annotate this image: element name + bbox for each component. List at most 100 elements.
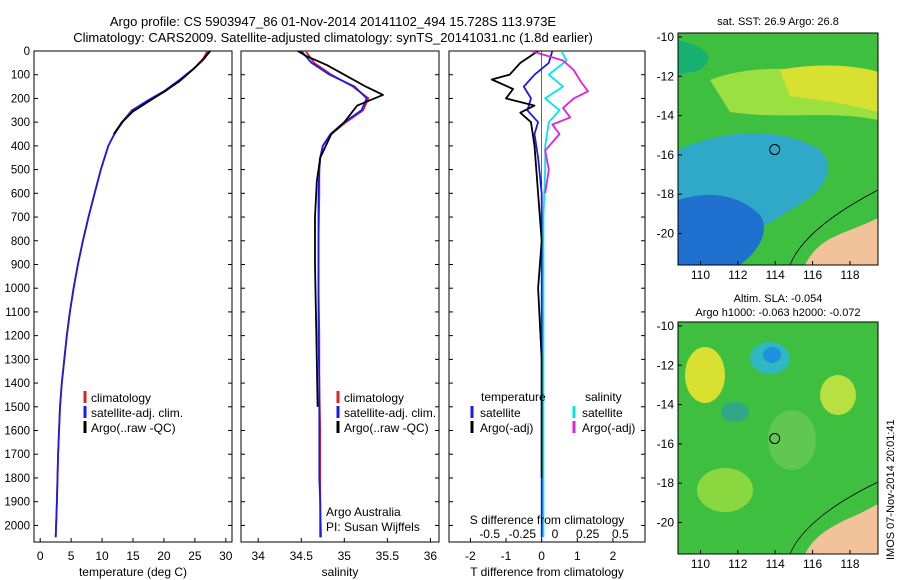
x-tick-label: 0: [37, 549, 44, 563]
depth-tick-label: 700: [11, 212, 30, 224]
top-tick-label: -0.25: [509, 527, 537, 541]
sla-map-subtitle: Argo h1000: -0.063 h2000: -0.072: [695, 307, 860, 319]
series-line: [542, 51, 568, 538]
sla-map-frame: [677, 321, 879, 555]
series-line: [297, 51, 384, 407]
x-tick-label: -2: [465, 549, 476, 563]
sla-land: [805, 504, 878, 554]
legend-label-satellite: satellite-adj. clim.: [91, 406, 183, 420]
temperature-series: [54, 51, 211, 538]
depth-tick-label: 1900: [4, 497, 30, 509]
legend-label-sal-satellite: satellite: [582, 406, 623, 420]
sst-land: [805, 218, 878, 265]
map-y-tick-label: -14: [657, 398, 675, 412]
series-line: [54, 51, 209, 538]
temperature-x-label: temperature (deg C): [79, 565, 187, 579]
depth-tick-label: 1100: [5, 307, 30, 319]
x-tick-label: 35.5: [376, 549, 400, 563]
depth-tick-label: 1400: [4, 378, 30, 390]
legend-label-climatology: climatology: [344, 391, 404, 405]
sla-low-core: [763, 347, 781, 363]
sla-high-west: [685, 347, 725, 403]
series-line: [54, 51, 210, 538]
map-x-tick-label: 116: [803, 557, 822, 571]
depth-tick-label: 0: [24, 46, 30, 58]
map-x-tick-label: 112: [728, 268, 747, 282]
legend-title-salinity: salinity: [585, 390, 622, 404]
sla-high-east: [820, 375, 856, 415]
salinity-annotation-line1: Argo Australia: [326, 505, 401, 519]
depth-tick-label: 300: [11, 117, 30, 129]
legend-label-climatology: climatology: [91, 391, 151, 405]
difference-legend: temperature salinity satellite Argo(-adj…: [470, 390, 635, 435]
map-y-tick-label: -18: [657, 476, 675, 490]
sla-high-south: [697, 468, 753, 512]
depth-tick-label: 800: [11, 236, 30, 248]
map-x-tick-label: 110: [691, 268, 710, 282]
depth-tick-label: 500: [11, 165, 30, 177]
map-y-tick-label: -20: [657, 516, 675, 530]
series-line: [490, 51, 543, 478]
map-y-tick-label: -16: [657, 148, 675, 162]
salinity-x-axis: 34 34.5 35 35.5 36: [252, 538, 438, 563]
top-tick-label: 0.5: [612, 527, 629, 541]
top-tick-label: 0: [552, 527, 559, 541]
legend-label-sal-argo: Argo(-adj): [582, 421, 635, 435]
figure-title-line2: Climatology: CARS2009. Satellite-adjuste…: [73, 30, 593, 45]
map-x-tick-label: 114: [766, 557, 785, 571]
map-y-tick-label: -12: [657, 358, 675, 372]
legend-label-satellite: satellite-adj. clim.: [344, 406, 436, 420]
x-tick-label: 34.5: [290, 549, 314, 563]
sla-low-west: [721, 402, 749, 422]
depth-tick-label: 900: [11, 259, 30, 271]
depth-tick-label: 200: [11, 93, 30, 105]
series-line: [522, 51, 554, 538]
legend-label-temp-argo: Argo(-adj): [480, 421, 533, 435]
sla-map-title: Altim. SLA: -0.054: [734, 293, 823, 305]
depth-axis: 0 100 200 300 400 500 600 700 800 900 1000 1100 1200…: [4, 46, 645, 532]
argo-location-marker: [769, 144, 781, 156]
difference-series: [490, 51, 589, 538]
depth-tick-label: 100: [11, 70, 30, 82]
x-tick-label: 34: [252, 549, 266, 563]
difference-top-label: S difference from climatology: [470, 513, 625, 527]
series-line: [300, 51, 368, 538]
legend-label-argo: Argo(..raw -QC): [91, 421, 176, 435]
map-y-tick-label: -12: [657, 69, 675, 83]
map-y-tick-label: -20: [657, 227, 675, 241]
x-tick-label: 25: [188, 549, 202, 563]
depth-tick-label: 1700: [4, 449, 30, 461]
x-tick-label: 5: [68, 549, 75, 563]
sla-map-axes: 110 112 114 116 118 -10 -12 -14 -16 -18 -20: [657, 319, 860, 571]
figure-title-line1: Argo profile: CS 5903947_86 01-Nov-2014 …: [110, 14, 557, 29]
map-x-tick-label: 116: [803, 268, 822, 282]
x-tick-label: -1: [501, 549, 512, 563]
depth-tick-label: 1200: [4, 331, 30, 343]
temperature-plot-frame: [33, 50, 233, 543]
map-y-tick-label: -16: [657, 437, 675, 451]
depth-tick-label: 400: [11, 141, 30, 153]
salinity-plot-frame: [240, 50, 440, 543]
legend-label-temp-satellite: satellite: [480, 406, 521, 420]
map-y-tick-label: -10: [657, 319, 675, 333]
sst-heatmap: [678, 33, 878, 265]
depth-tick-label: 1300: [4, 354, 30, 366]
difference-plot-frame: [448, 50, 646, 543]
x-tick-label: 30: [219, 549, 233, 563]
map-y-tick-label: -14: [657, 109, 675, 123]
salinity-x-label: salinity: [322, 565, 359, 579]
sla-contour: [789, 481, 878, 554]
sst-contour: [789, 189, 878, 265]
x-tick-label: 36: [424, 549, 438, 563]
depth-tick-label: 1600: [4, 426, 30, 438]
depth-tick-label: 1500: [4, 402, 30, 414]
map-x-tick-label: 110: [691, 557, 710, 571]
temperature-legend: climatology satellite-adj. clim. Argo(..…: [83, 391, 183, 435]
map-x-tick-label: 112: [728, 557, 747, 571]
salinity-annotation-line2: PI: Susan Wijffels: [326, 520, 420, 534]
sst-map-frame: [677, 32, 879, 266]
map-y-tick-label: -10: [657, 30, 675, 44]
imos-timestamp: IMOS 07-Nov-2014 20:01:41: [885, 419, 897, 560]
sst-map-title: sat. SST: 26.9 Argo: 26.8: [717, 16, 839, 28]
